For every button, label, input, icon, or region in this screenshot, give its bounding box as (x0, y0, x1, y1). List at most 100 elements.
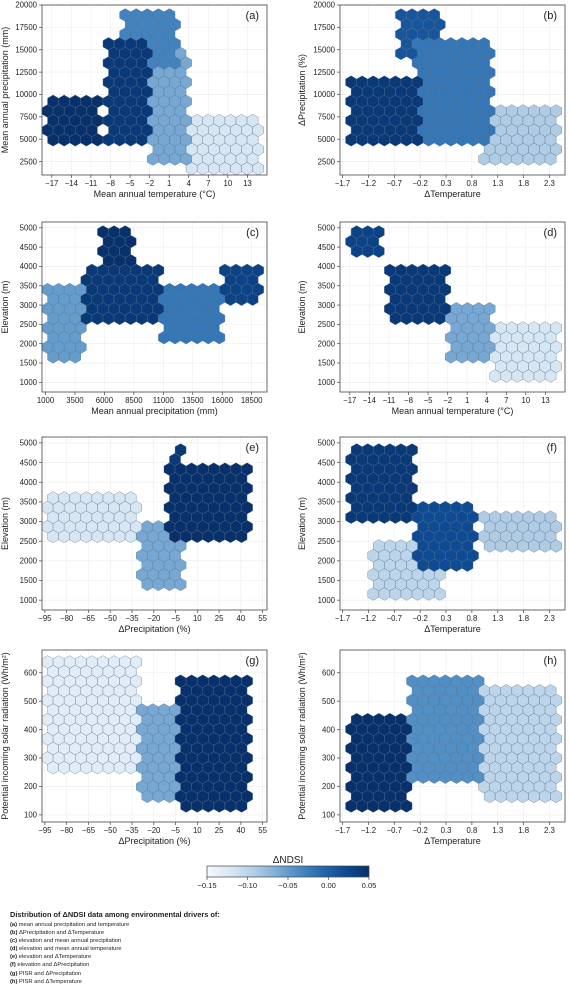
y-tick-label: 2500 (20, 320, 38, 329)
x-tick-label: 10 (522, 396, 531, 405)
panel-letter: (d) (544, 227, 557, 239)
caption-text-d: elevation and mean annual temperature (19, 946, 122, 953)
y-tick-label: 7500 (318, 113, 336, 122)
caption-item-g: (g) PISR and ΔPrecipitation (10, 970, 565, 978)
caption-title: Distribution of ΔNDSI data among environ… (10, 910, 220, 919)
y-tick-label: 17500 (15, 23, 37, 32)
panel-a: −17 −14 −11 −8 −5 −2 1 4 7 10 13 2500 5000 7500 10000 1… (0, 1, 268, 199)
plot-frame (41, 221, 268, 393)
plot-frame (41, 436, 268, 611)
x-tick-label: 13500 (182, 396, 204, 405)
y-tick-label: 3000 (318, 517, 336, 526)
x-tick-label: −14 (363, 396, 377, 405)
caption-item-b: (b) ΔPrecipitation and ΔTemperature (10, 929, 565, 937)
y-tick-label: 2000 (318, 339, 336, 348)
hexbin-cell (252, 263, 264, 278)
x-tick-label: 0.8 (466, 614, 477, 623)
caption-tag-e: (e) (10, 954, 18, 961)
x-tick-label: 10 (193, 826, 202, 835)
y-tick-label: 7500 (20, 113, 38, 122)
x-tick-label: −35 (125, 826, 139, 835)
y-tick-label: 15000 (15, 45, 37, 54)
y-axis-label: Potential incoming solar radiation (Wh/m… (0, 652, 10, 820)
y-tick-label: 1000 (20, 596, 38, 605)
panel-letter: (h) (544, 655, 557, 667)
caption-tag-g: (g) (10, 970, 18, 977)
y-tick-label: 4000 (318, 478, 336, 487)
x-tick-label: 1.3 (492, 179, 503, 188)
x-tick-label: 13 (541, 396, 550, 405)
hexbin-cell (119, 225, 131, 239)
x-tick-label: 13 (243, 179, 252, 188)
colorbar-tick-label: −0.15 (197, 881, 216, 890)
caption-tag-a: (a) (10, 922, 18, 928)
hexbin-cell (461, 500, 474, 515)
caption-item-e: (e) elevation and ΔTemperature (10, 953, 565, 961)
caption-text-f: elevation and ΔPrecipitation (17, 962, 90, 969)
hexbin-cell (124, 491, 137, 505)
x-tick-label: −1.2 (361, 614, 376, 623)
x-tick-label: 11000 (153, 396, 175, 405)
y-tick-label: 400 (24, 725, 38, 734)
x-tick-label: 2.3 (544, 614, 555, 623)
y-tick-label: 1500 (318, 359, 336, 368)
y-tick-label: 5000 (20, 439, 38, 448)
x-tick-label: 3500 (66, 396, 84, 405)
x-tick-label: 1.8 (518, 614, 529, 623)
x-tick-label: 1.8 (518, 826, 529, 835)
x-axis-label: ΔTemperature (424, 836, 481, 846)
y-tick-label: 300 (322, 754, 336, 763)
colorbar-tick-label: 0.05 (362, 881, 377, 890)
colorbar-label: ΔNDSI (273, 855, 304, 866)
y-tick-label: 300 (24, 754, 38, 763)
caption-item-d: (d) elevation and mean annual temperatur… (10, 945, 565, 953)
y-tick-label: 15000 (313, 45, 335, 54)
y-tick-label: 20000 (15, 1, 37, 10)
hexbin-cell (241, 674, 253, 688)
x-tick-label: 7 (504, 396, 508, 405)
colorbar-tick-label: 0.00 (321, 881, 336, 890)
x-tick-label: −11 (383, 396, 396, 405)
caption-item-c: (c) elevation and mean annual precipitat… (10, 937, 565, 945)
panel-e: −95 −80 −65 −50 −35 −20 −5 10 25 40 55 1000 1500 2000… (0, 436, 268, 634)
y-tick-label: 4500 (20, 458, 38, 467)
x-tick-label: 18500 (241, 396, 263, 405)
y-axis-label: Potential incoming solar radiation (Wh/m… (297, 652, 307, 820)
y-tick-label: 20000 (313, 1, 335, 10)
x-tick-label: −95 (38, 614, 52, 623)
y-tick-label: 5000 (318, 439, 336, 448)
x-tick-label: −50 (104, 614, 118, 623)
y-tick-label: 4000 (20, 478, 38, 487)
x-tick-label: −17 (45, 179, 58, 188)
x-tick-label: 4 (485, 396, 490, 405)
hexbin-cell (130, 655, 142, 669)
y-tick-label: 5000 (20, 135, 38, 144)
x-tick-label: −20 (147, 826, 161, 835)
panel-d: −17 −14 −11 −8 −5 −2 1 4 7 10 13 1000 1500 2000 2500 30… (297, 221, 566, 416)
colorbar-tick-label: −0.10 (238, 881, 257, 890)
x-tick-label: 4 (187, 179, 192, 188)
hexbin-cell (163, 8, 176, 22)
y-tick-label: 3500 (318, 498, 336, 507)
x-tick-label: 16000 (211, 396, 233, 405)
y-tick-label: 1000 (318, 378, 336, 387)
colorbar-tick-label: −0.05 (278, 881, 297, 890)
x-tick-label: −1.7 (335, 614, 350, 623)
y-tick-label: 2500 (318, 537, 336, 546)
hexbin-cell (472, 674, 485, 688)
x-tick-label: −8 (106, 179, 115, 188)
y-tick-label: 600 (24, 668, 38, 677)
y-tick-label: 200 (322, 782, 336, 791)
x-axis-label: Mean annual temperature (°C) (94, 189, 216, 199)
x-tick-label: −5 (126, 179, 136, 188)
x-tick-label: −1.7 (335, 179, 350, 188)
x-tick-label: −5 (424, 396, 434, 405)
x-tick-label: 40 (237, 826, 246, 835)
y-tick-label: 2500 (20, 157, 38, 166)
y-tick-label: 100 (322, 811, 336, 820)
caption-tag-h: (h) (10, 978, 18, 985)
panel-letter: (a) (246, 10, 259, 22)
caption-tag-b: (b) (10, 930, 18, 937)
y-tick-label: 2000 (318, 557, 336, 566)
